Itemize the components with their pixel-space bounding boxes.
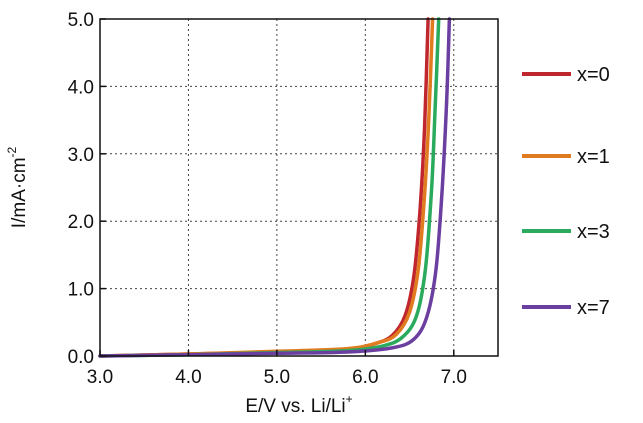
legend-label: x=3: [577, 221, 610, 243]
y-tick-label: 4.0: [68, 77, 94, 98]
series-line-x=1: [98, 17, 435, 358]
y-tick-label: 5.0: [68, 10, 94, 31]
y-axis-label-base: I/mA·cm: [9, 157, 30, 228]
x-tick-label: 7.0: [441, 367, 467, 388]
y-tick-label: 2.0: [68, 212, 94, 233]
x-axis-label: E/V vs. Li/Li+: [245, 392, 352, 417]
legend-label: x=7: [577, 297, 610, 319]
y-tick-label: 1.0: [68, 280, 94, 301]
y-tick-label: 0.0: [68, 347, 94, 368]
x-tick-label: 3.0: [87, 367, 113, 388]
y-axis-label: I/mA·cm-2: [5, 146, 30, 228]
x-tick-label: 6.0: [352, 367, 378, 388]
y-axis-label-sup: -2: [5, 146, 19, 157]
x-tick-label: 4.0: [175, 367, 201, 388]
series-line-x=7: [98, 17, 452, 358]
x-tick-label: 5.0: [264, 367, 290, 388]
legend-label: x=0: [577, 64, 610, 86]
series-curves: [98, 17, 452, 358]
legend-label: x=1: [577, 146, 610, 168]
axis-ticks: 3.0 4.0 5.0 6.0 7.0 0.0 1.0 2.0 3.0 4.0 5.0: [68, 10, 467, 388]
x-axis-label-sup: +: [346, 392, 353, 406]
legend: x=0 x=1 x=3 x=7: [522, 64, 610, 319]
plot-frame: [99, 18, 499, 357]
x-axis-label-base: E/V vs. Li/Li: [245, 396, 345, 417]
y-tick-label: 3.0: [68, 145, 94, 166]
series-line-x=0: [98, 17, 430, 358]
series-line-x=3: [98, 17, 441, 358]
